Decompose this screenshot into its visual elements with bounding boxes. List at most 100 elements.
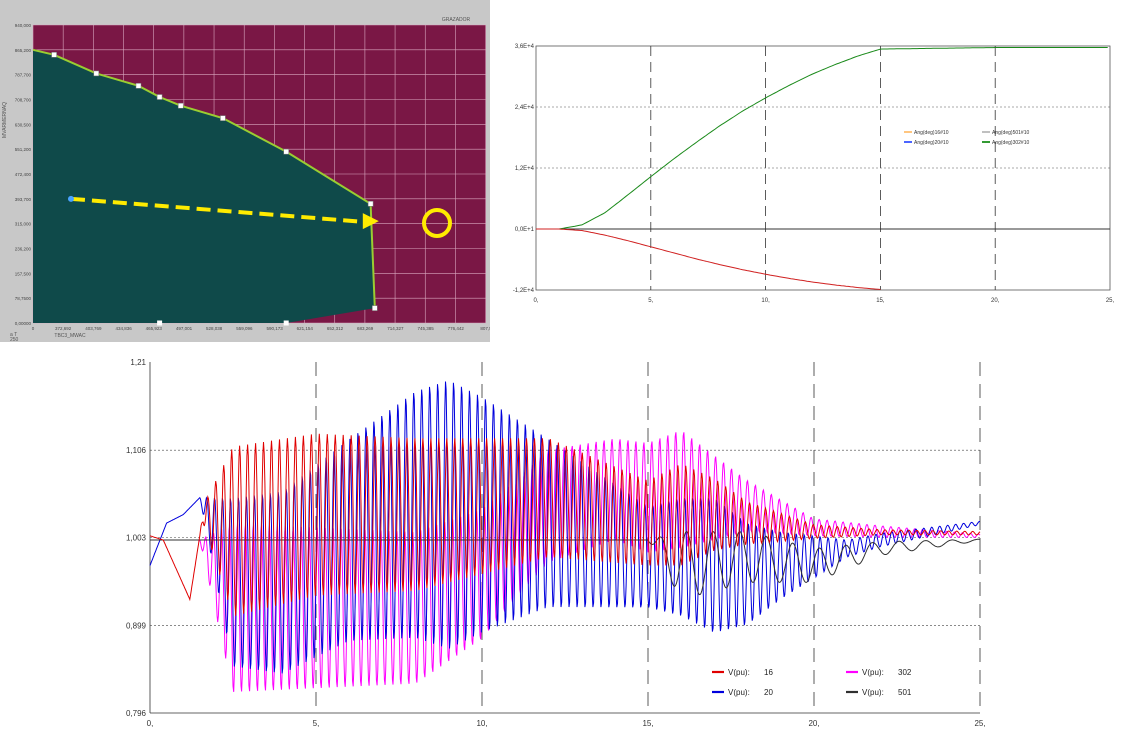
- legend-bus: 501: [898, 688, 912, 697]
- y-axis-label: MVARMERNAQ: [2, 102, 8, 138]
- boundary-marker: [51, 52, 57, 58]
- x-tick-label: 434,836: [115, 326, 132, 331]
- y-tick-label: 1,106: [126, 446, 147, 455]
- x-tick-label: 403,769: [85, 326, 102, 331]
- series-lines: [536, 47, 1108, 290]
- x-tick-label: 0: [32, 326, 35, 331]
- grid: [149, 362, 981, 714]
- x-tick-label: 528,038: [206, 326, 223, 331]
- y-tick-label: 78,7500: [15, 296, 32, 301]
- boundary-marker: [135, 83, 142, 89]
- y-tick-label: 393,700: [15, 197, 32, 202]
- series-line: [149, 433, 981, 616]
- x-axis-label: TBC3_MWAC: [54, 333, 86, 339]
- y-tick-label: 236,200: [15, 247, 32, 252]
- series-line: [149, 381, 980, 674]
- legend-label: Ang(deg)302#10: [992, 140, 1029, 146]
- y-tick-label: 551,200: [15, 147, 32, 152]
- y-tick-labels: 940,000 865,200 787,700 708,700 630,500 551,2…: [15, 23, 32, 326]
- operating-region-chart: 940,000 865,200 787,700 708,700 630,500 551,2…: [0, 0, 490, 342]
- x-tick-label: 745,385: [417, 326, 434, 331]
- boundary-marker: [177, 102, 184, 109]
- x-tick-label: 20,: [808, 719, 819, 728]
- y-tick-label: 940,000: [15, 23, 32, 28]
- series-line: [536, 47, 1108, 230]
- y-tick-label: 1,21: [130, 358, 146, 367]
- corner-label-2: 250: [10, 337, 19, 342]
- x-tick-label: 652,312: [327, 326, 344, 331]
- boundary-marker: [157, 320, 163, 326]
- direction-arrow: [67, 195, 452, 238]
- x-tick-label: 0,: [533, 298, 538, 304]
- x-tick-label: 10,: [761, 298, 770, 304]
- y-tick-label: 865,200: [15, 48, 32, 53]
- top-label: GRAZADOR: [442, 17, 471, 23]
- y-tick-label: 630,500: [15, 122, 32, 127]
- legend-label: Ang(deg)501#10: [992, 130, 1029, 136]
- x-tick-label: 25,: [974, 719, 985, 728]
- y-tick-label: -1,2E+4: [513, 288, 535, 294]
- y-tick-label: 157,500: [15, 271, 32, 276]
- x-tick-labels: 0 372,692 403,769 434,836 465,923 497,001 528,…: [32, 326, 490, 331]
- y-tick-label: 3,6E+4: [515, 44, 535, 50]
- x-tick-label: 15,: [876, 298, 885, 304]
- y-tick-labels: 0,796 0,899 1,003 1,106 1,21: [126, 358, 147, 718]
- series-lines: [149, 381, 981, 692]
- series-line: [536, 228, 881, 290]
- x-tick-label: 559,096: [236, 326, 253, 331]
- legend-bus: 302: [898, 668, 912, 677]
- y-tick-labels: -1,2E+4 0,0E+1 1,2E+4 2,4E+4 3,6E+4: [513, 44, 535, 294]
- x-tick-label: 5,: [648, 298, 653, 304]
- y-tick-label: 472,400: [15, 172, 32, 177]
- series-line: [150, 531, 980, 596]
- y-tick-label: 0,796: [126, 709, 147, 718]
- boundary-marker: [367, 201, 374, 207]
- boundary-marker: [283, 148, 289, 155]
- legend-label: Ang(deg)16#10: [914, 130, 949, 136]
- boundary-marker: [283, 320, 289, 326]
- y-tick-label: 315,000: [15, 222, 32, 227]
- voltage-chart: 0,796 0,899 1,003 1,106 1,21 0, 5, 10, 15, 20, 25…: [126, 358, 986, 728]
- x-tick-label: 776,442: [448, 326, 465, 331]
- target-circle: [422, 208, 452, 238]
- y-tick-label: 1,003: [126, 534, 147, 543]
- x-tick-label: 590,173: [266, 326, 283, 331]
- start-point: [67, 195, 74, 202]
- boundary-markers: [51, 52, 378, 326]
- corner-label-1: a T: [10, 332, 17, 338]
- boundary-line: [32, 48, 376, 309]
- legend-bus: 16: [764, 668, 773, 677]
- y-tick-label: 2,4E+4: [515, 105, 535, 111]
- boundary-marker: [93, 70, 100, 77]
- x-tick-label: 25,: [1106, 298, 1115, 304]
- legend-label: V(pu):: [862, 668, 884, 677]
- plot-area: [535, 45, 1111, 291]
- x-tick-label: 621,154: [297, 326, 314, 331]
- y-tick-label: 0,899: [126, 622, 147, 631]
- y-tick-label: 0,00000: [15, 321, 32, 326]
- x-tick-label: 683,269: [357, 326, 374, 331]
- arrow-head: [362, 213, 379, 230]
- legend-label: V(pu):: [862, 688, 884, 697]
- boundary-marker: [156, 94, 163, 100]
- legend-label: V(pu):: [728, 688, 750, 697]
- x-tick-label: 372,692: [55, 326, 72, 331]
- angle-chart: -1,2E+4 0,0E+1 1,2E+4 2,4E+4 3,6E+4 0, 5, 10, 1…: [513, 44, 1115, 304]
- y-tick-label: 787,700: [15, 73, 32, 78]
- boundary-marker: [220, 115, 226, 121]
- legend-label: Ang(deg)20#10: [914, 140, 949, 146]
- arrow-shaft: [70, 196, 363, 224]
- legend-label: V(pu):: [728, 668, 750, 677]
- x-tick-label: 807,5: [480, 326, 490, 331]
- x-tick-label: 10,: [476, 719, 487, 728]
- x-tick-label: 20,: [991, 298, 1000, 304]
- legend: Ang(deg)16#10 Ang(deg)501#10 Ang(deg)20#10…: [904, 130, 1029, 146]
- x-tick-label: 0,: [147, 719, 154, 728]
- x-tick-labels: 0, 5, 10, 15, 20, 25,: [147, 719, 986, 728]
- legend: V(pu): 16 V(pu): 20 V(pu): 302 V(pu): 501: [712, 668, 912, 697]
- y-tick-label: 0,0E+1: [515, 227, 535, 233]
- grid: [535, 45, 1111, 291]
- y-tick-label: 1,2E+4: [515, 166, 535, 172]
- x-tick-label: 465,923: [146, 326, 163, 331]
- x-tick-label: 714,327: [387, 326, 404, 331]
